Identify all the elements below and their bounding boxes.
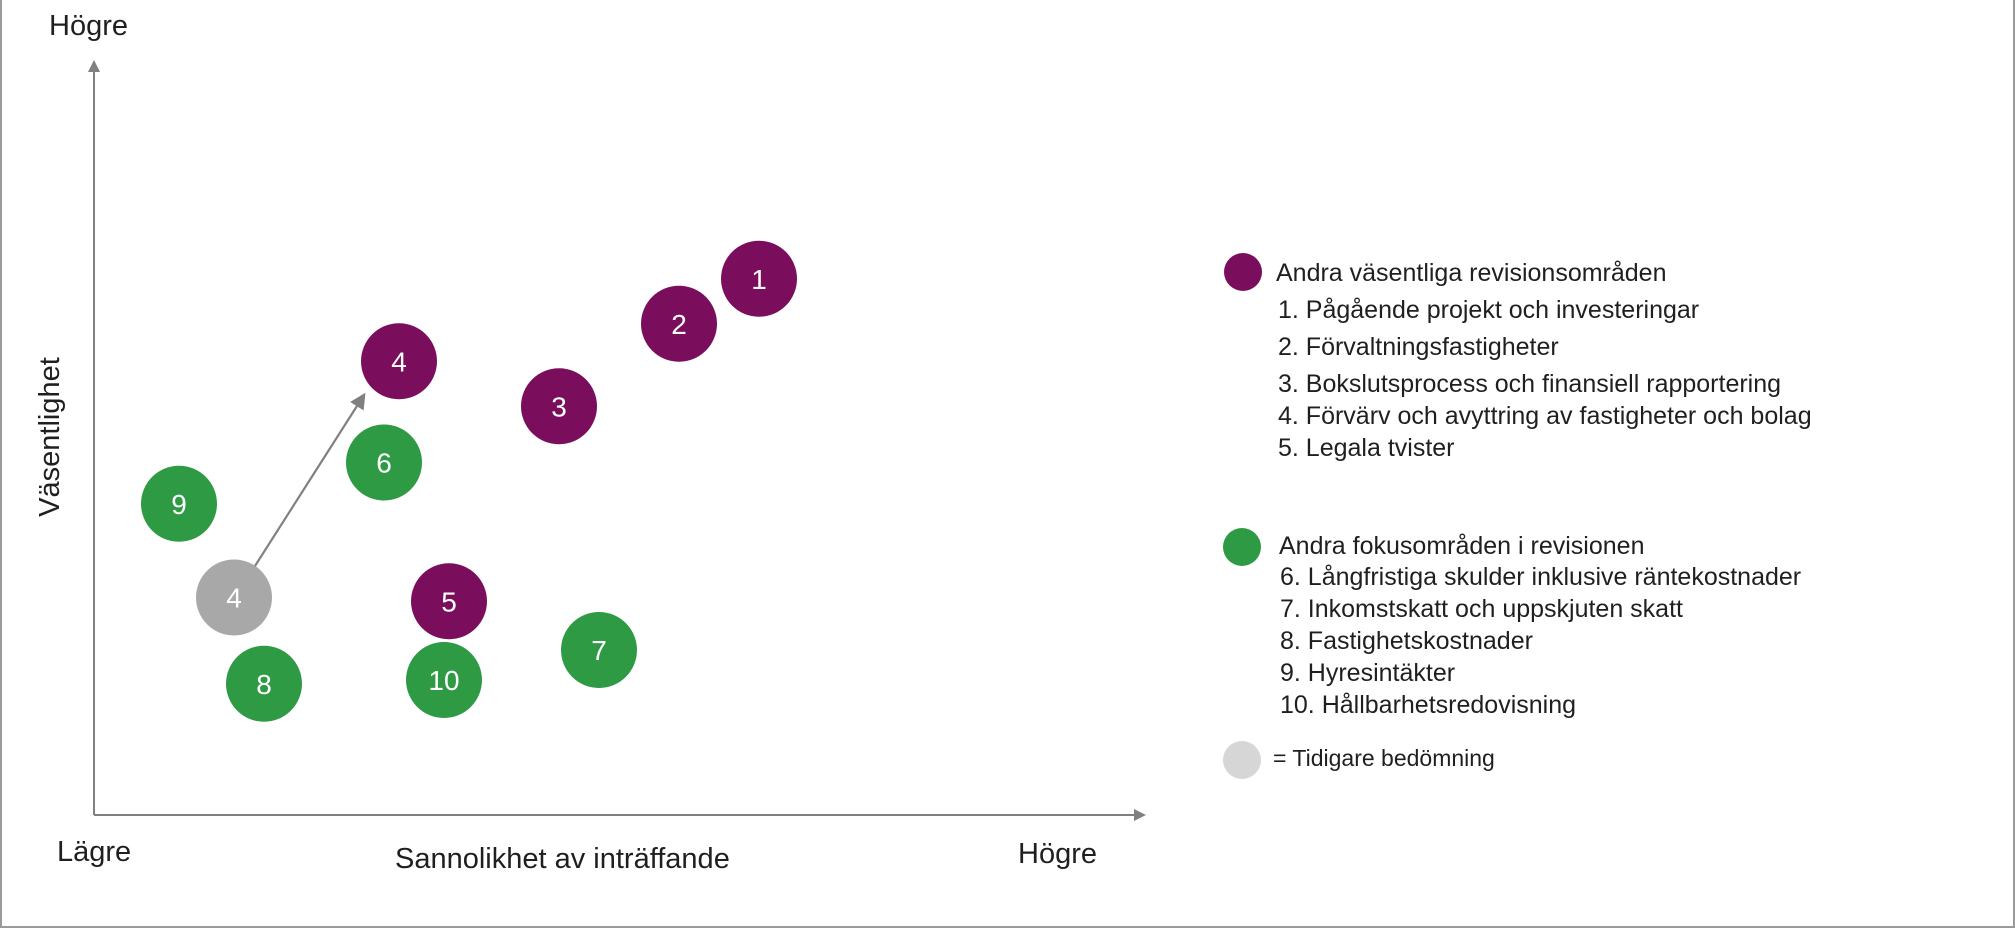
bubble-label: 3 <box>551 391 567 422</box>
risk-bubble-purple-2: 2 <box>641 285 717 362</box>
legend-item: 8. Fastighetskostnader <box>1280 627 1533 655</box>
bubble-circle <box>361 323 437 400</box>
legend-item: 3. Bokslutsprocess och finansiell rappor… <box>1278 370 1781 398</box>
legend-title-significant: Andra väsentliga revisionsområden <box>1276 259 1667 287</box>
bubble-circle <box>226 645 302 722</box>
risk-bubble-purple-3: 3 <box>521 368 597 445</box>
bubble-label: 9 <box>171 489 187 520</box>
bubble-label: 2 <box>671 309 687 340</box>
bubble-label: 6 <box>376 448 392 479</box>
bubble-circle <box>196 559 272 636</box>
risk-bubble-green-9: 9 <box>141 465 217 542</box>
legend-marker-purple <box>1224 253 1262 291</box>
bubble-label: 5 <box>441 586 457 617</box>
legend-previous-assessment: = Tidigare bedömning <box>1223 741 1495 779</box>
bubble-circle <box>641 285 717 362</box>
bubble-label: 8 <box>256 669 272 700</box>
legend-item: 7. Inkomstskatt och uppskjuten skatt <box>1280 595 1683 623</box>
bubble-circle <box>346 424 422 501</box>
legend-item: 1. Pågående projekt och investeringar <box>1278 296 1699 324</box>
x-axis-high-label: Högre <box>1018 838 1097 870</box>
legend-item: 6. Långfristiga skulder inklusive räntek… <box>1280 563 1801 591</box>
legend-item: 10. Hållbarhetsredovisning <box>1280 691 1576 719</box>
bubble-label: 7 <box>591 635 607 666</box>
bubble-circle <box>721 240 797 317</box>
legend-marker-grey <box>1223 741 1261 779</box>
legend-item: 9. Hyresintäkter <box>1280 659 1455 687</box>
bubble-circle <box>411 563 487 640</box>
legend-note-previous: = Tidigare bedömning <box>1273 745 1495 771</box>
y-axis-title: Väsentlighet <box>34 357 66 517</box>
legend-item: 4. Förvärv och avyttring av fastigheter … <box>1278 402 1812 430</box>
legend-group-significant: Andra väsentliga revisionsområden 1. Påg… <box>1224 253 1812 462</box>
risk-bubble-purple-5: 5 <box>411 563 487 640</box>
x-axis-title: Sannolikhet av inträffande <box>395 843 730 875</box>
bubble-circle <box>561 612 637 688</box>
risk-bubbles: 1 2 3 4 5 6 7 8 9 10 4 <box>141 240 797 722</box>
bubble-label: 10 <box>428 665 459 696</box>
legend-item: 2. Förvaltningsfastigheter <box>1278 333 1559 361</box>
legend-title-focus: Andra fokusområden i revisionen <box>1279 532 1644 560</box>
bubble-circle <box>141 465 217 542</box>
risk-bubble-green-10: 10 <box>406 642 482 718</box>
risk-bubble-purple-1: 1 <box>721 240 797 317</box>
risk-bubble-green-8: 8 <box>226 645 302 722</box>
risk-bubble-grey-4: 4 <box>196 559 272 636</box>
x-axis-low-label: Lägre <box>57 836 131 868</box>
bubble-label: 4 <box>226 583 242 614</box>
legend-item: 5. Legala tvister <box>1278 434 1455 462</box>
bubble-label: 4 <box>391 346 407 377</box>
y-axis-high-label: Högre <box>49 10 128 42</box>
risk-bubble-purple-4: 4 <box>361 323 437 400</box>
legend-group-focus: Andra fokusområden i revisionen 6. Långf… <box>1223 528 1801 719</box>
assessment-change-arrow <box>253 392 366 569</box>
risk-bubble-green-6: 6 <box>346 424 422 501</box>
bubble-circle <box>521 368 597 445</box>
bubble-label: 1 <box>751 264 767 295</box>
bubble-circle <box>406 642 482 718</box>
risk-bubble-green-7: 7 <box>561 612 637 688</box>
legend-marker-green <box>1223 528 1261 566</box>
